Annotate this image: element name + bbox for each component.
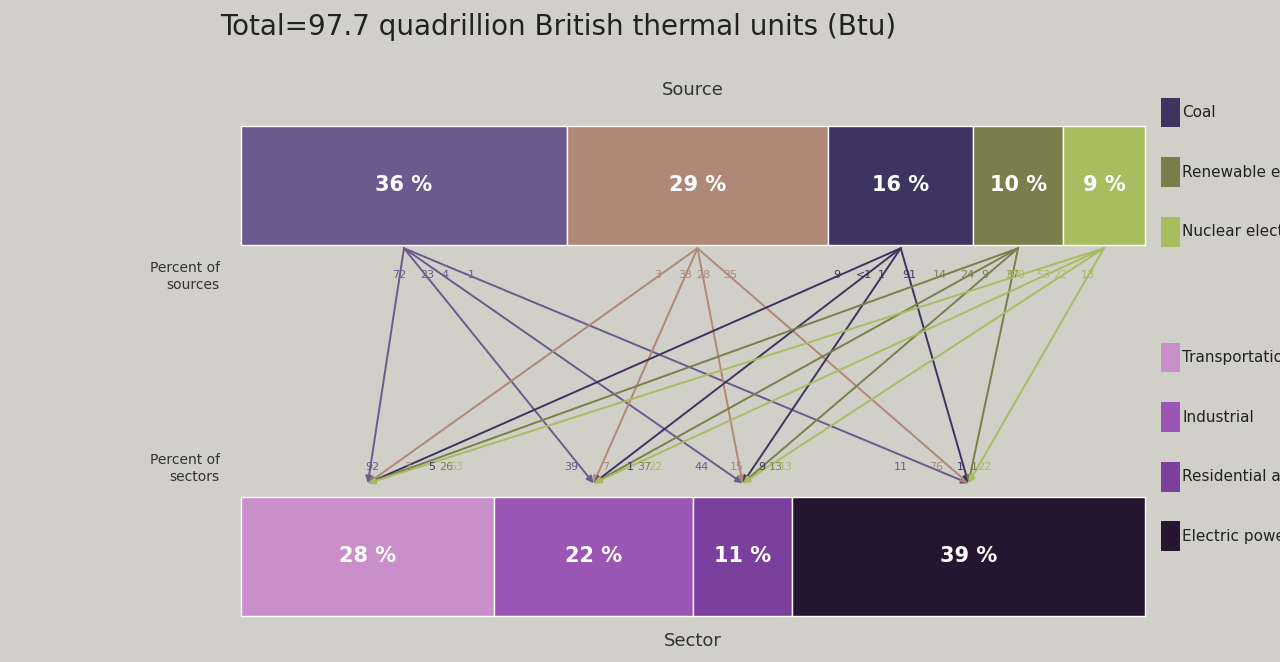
Text: 72: 72	[393, 269, 407, 280]
Text: 9: 9	[758, 461, 765, 472]
Text: 13: 13	[780, 461, 794, 472]
Text: Total=97.7 quadrillion British thermal units (Btu): Total=97.7 quadrillion British thermal u…	[220, 13, 896, 41]
Text: 22 %: 22 %	[564, 546, 622, 566]
Text: 9: 9	[982, 269, 988, 280]
Text: 44: 44	[695, 461, 709, 472]
Bar	[1161, 97, 1180, 128]
Text: <1: <1	[856, 269, 872, 280]
Text: 53: 53	[1036, 269, 1050, 280]
Bar	[1161, 462, 1180, 491]
Text: 4: 4	[442, 269, 448, 280]
Text: 37: 37	[637, 461, 652, 472]
Text: 100: 100	[1005, 269, 1027, 280]
Text: 9 %: 9 %	[1083, 175, 1125, 195]
Bar	[242, 496, 494, 616]
Text: 1: 1	[627, 461, 634, 472]
Text: 26: 26	[439, 461, 453, 472]
Text: 1: 1	[972, 461, 978, 472]
Text: 14: 14	[933, 269, 947, 280]
Bar	[828, 126, 973, 245]
Text: Electric power: Electric power	[1183, 529, 1280, 544]
Text: 29 %: 29 %	[669, 175, 726, 195]
Text: 39: 39	[563, 461, 579, 472]
Text: Sector: Sector	[664, 632, 722, 650]
Bar	[1161, 402, 1180, 432]
Text: Coal: Coal	[1183, 105, 1216, 120]
Text: 33: 33	[678, 269, 692, 280]
Text: 76: 76	[929, 461, 943, 472]
Text: 28 %: 28 %	[339, 546, 397, 566]
Text: Transportation: Transportation	[1183, 350, 1280, 365]
Text: Percent of
sectors: Percent of sectors	[150, 453, 220, 484]
Text: 39 %: 39 %	[940, 546, 997, 566]
Bar	[1064, 126, 1144, 245]
Bar	[567, 126, 828, 245]
Text: 92: 92	[365, 461, 379, 472]
Bar	[1161, 216, 1180, 246]
Text: Percent of
sources: Percent of sources	[150, 261, 220, 292]
Text: 9: 9	[833, 269, 841, 280]
Text: 35: 35	[723, 269, 737, 280]
Text: 53: 53	[449, 461, 463, 472]
Text: Industrial: Industrial	[1183, 410, 1254, 424]
Text: 15: 15	[731, 461, 744, 472]
Bar	[1161, 522, 1180, 551]
Text: 11: 11	[893, 461, 908, 472]
Text: 1: 1	[468, 269, 475, 280]
Text: 13: 13	[769, 461, 783, 472]
Text: 22: 22	[648, 461, 662, 472]
Text: Residential and Commercial: Residential and Commercial	[1183, 469, 1280, 484]
Text: 36 %: 36 %	[375, 175, 433, 195]
Text: 24: 24	[960, 269, 974, 280]
Text: Nuclear electric power: Nuclear electric power	[1183, 224, 1280, 239]
Text: 3: 3	[404, 461, 411, 472]
Text: 22: 22	[978, 461, 992, 472]
Text: 7: 7	[603, 461, 609, 472]
Bar	[692, 496, 792, 616]
Text: 11 %: 11 %	[714, 546, 772, 566]
Text: 22: 22	[1053, 269, 1068, 280]
Text: Renewable energy: Renewable energy	[1183, 165, 1280, 179]
Text: 28: 28	[696, 269, 710, 280]
Text: 16 %: 16 %	[872, 175, 929, 195]
Text: 3: 3	[654, 269, 662, 280]
Text: Source: Source	[662, 81, 724, 99]
Text: 23: 23	[420, 269, 434, 280]
Text: 13: 13	[1080, 269, 1094, 280]
Bar	[242, 126, 567, 245]
Text: 91: 91	[902, 269, 916, 280]
Text: 1: 1	[957, 461, 964, 472]
Bar	[792, 496, 1144, 616]
Text: 37: 37	[1005, 269, 1019, 280]
Text: 10 %: 10 %	[989, 175, 1047, 195]
Text: 1: 1	[878, 269, 886, 280]
Text: 5: 5	[429, 461, 435, 472]
Bar	[494, 496, 692, 616]
Bar	[1161, 157, 1180, 187]
Bar	[1161, 343, 1180, 372]
Bar	[973, 126, 1064, 245]
